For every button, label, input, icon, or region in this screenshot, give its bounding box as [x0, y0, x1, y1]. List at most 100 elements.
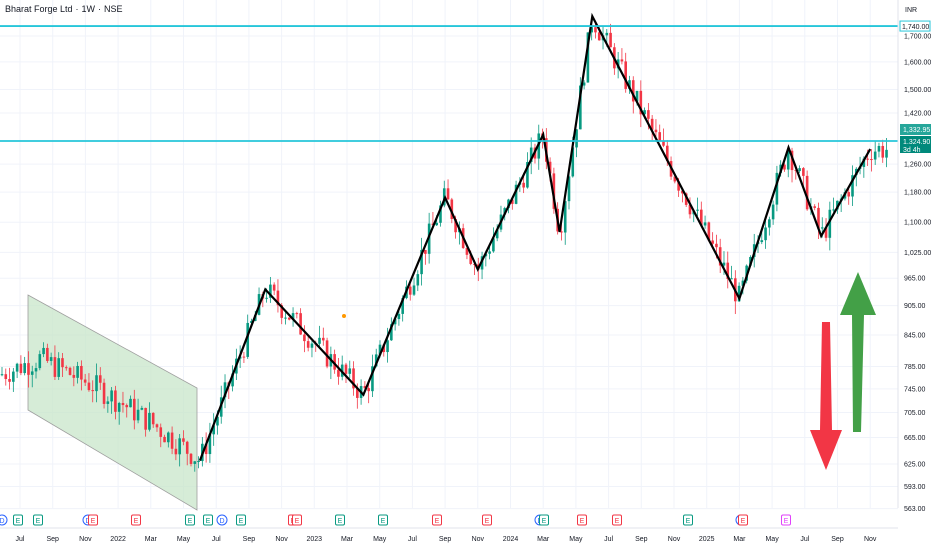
chart-title: Bharat Forge Ltd · 1W · NSE	[5, 4, 123, 14]
x-tick-label: Nov	[668, 536, 681, 543]
event-marker-earnings	[432, 514, 442, 526]
event-marker-label: E	[435, 518, 440, 525]
candle-body	[133, 398, 136, 421]
y-tick-label: 1,420.00	[904, 110, 931, 117]
x-tick-label: Mar	[537, 536, 550, 543]
candle-body	[352, 368, 355, 389]
candle-body	[333, 354, 336, 370]
price-tag-label: 3d 4h	[903, 147, 921, 154]
event-marker-earnings	[292, 514, 302, 526]
candle-body	[571, 147, 575, 177]
candle-body	[144, 407, 147, 430]
candle-body	[269, 284, 272, 298]
candle-body	[197, 461, 200, 463]
price-tag	[900, 136, 931, 145]
candle-body	[4, 374, 8, 380]
candle-body	[12, 371, 15, 382]
candle-body	[401, 298, 404, 314]
candle-body	[408, 286, 412, 295]
candle-body	[64, 367, 68, 369]
candle-body	[310, 343, 314, 348]
y-tick-label: 1,100.00	[904, 220, 931, 227]
event-marker-label: E	[16, 518, 21, 525]
candle-body	[424, 249, 427, 254]
candle-body	[866, 158, 869, 160]
candle-body	[605, 32, 609, 36]
candle-body	[681, 190, 684, 194]
event-marker-label: D	[219, 518, 224, 525]
candle-body	[295, 313, 299, 315]
x-tick-label: 2025	[699, 536, 715, 543]
price-axis-bg	[898, 0, 932, 550]
interval-label[interactable]: 1W	[81, 4, 96, 14]
candle-body	[548, 161, 552, 174]
candle-body	[726, 262, 730, 279]
x-tick-label: Jul	[408, 536, 417, 543]
red-down-arrow	[810, 322, 842, 470]
candle-body	[673, 176, 677, 182]
event-marker-earnings	[378, 514, 388, 526]
level-tag-label: 1,740.00	[902, 24, 929, 31]
title-separator: ·	[98, 4, 102, 14]
event-marker-earnings	[203, 514, 213, 526]
candle-body	[511, 199, 514, 204]
symbol-name[interactable]: Bharat Forge Ltd	[5, 4, 73, 14]
candle-body	[862, 158, 866, 167]
candle-body	[620, 59, 624, 62]
candle-body	[49, 357, 53, 361]
candle-body	[794, 170, 798, 172]
candle-body	[212, 425, 215, 435]
candle-body	[193, 461, 197, 464]
y-tick-label: 1,600.00	[904, 59, 931, 66]
candle-body	[575, 129, 578, 148]
event-marker-label: E	[134, 518, 139, 525]
candle-body	[250, 320, 253, 323]
candle-body	[114, 390, 117, 412]
event-marker-label: D	[0, 518, 5, 525]
candle-body	[412, 285, 416, 295]
candle-body	[715, 243, 718, 248]
candle-body	[435, 222, 438, 226]
candle-body	[151, 412, 155, 425]
candle-body	[102, 382, 106, 404]
event-marker-label: E	[741, 518, 746, 525]
candle-body	[560, 231, 563, 233]
candle-body	[0, 374, 4, 376]
y-tick-label: 845.00	[904, 333, 926, 340]
candle-body	[768, 219, 771, 228]
candle-body	[23, 363, 26, 374]
candle-body	[688, 204, 692, 215]
candle-body	[798, 168, 801, 172]
x-tick-label: May	[569, 536, 583, 543]
candle-body	[711, 240, 714, 244]
title-separator: ·	[75, 4, 79, 14]
candle-body	[216, 416, 219, 426]
candle-body	[15, 363, 19, 372]
candle-body	[276, 290, 280, 306]
time-axis: Jul Sep Nov 2022 Mar May Jul Sep Nov 2023 Mar May Ju…	[0, 527, 898, 550]
candle-body	[718, 247, 722, 266]
candle-body	[265, 297, 268, 299]
candle-body	[53, 357, 57, 377]
candle-body	[204, 443, 208, 455]
x-tick-label: May	[765, 536, 779, 543]
candle-body	[526, 162, 529, 188]
candle-body	[170, 432, 174, 449]
candle-body	[760, 240, 764, 243]
candle-body	[318, 337, 321, 344]
candle-body	[684, 193, 688, 205]
event-marker-label: E	[381, 518, 386, 525]
candle-body	[68, 367, 72, 375]
candle-body	[790, 150, 794, 171]
candle-body	[495, 229, 499, 239]
candle-body	[34, 368, 38, 372]
candle-body	[182, 438, 185, 442]
candle-body	[582, 82, 586, 86]
event-marker-label: E	[188, 518, 193, 525]
x-tick-label: Sep	[635, 536, 648, 543]
candle-body	[590, 27, 593, 33]
candle-body	[140, 407, 144, 410]
level-tag	[899, 20, 931, 32]
